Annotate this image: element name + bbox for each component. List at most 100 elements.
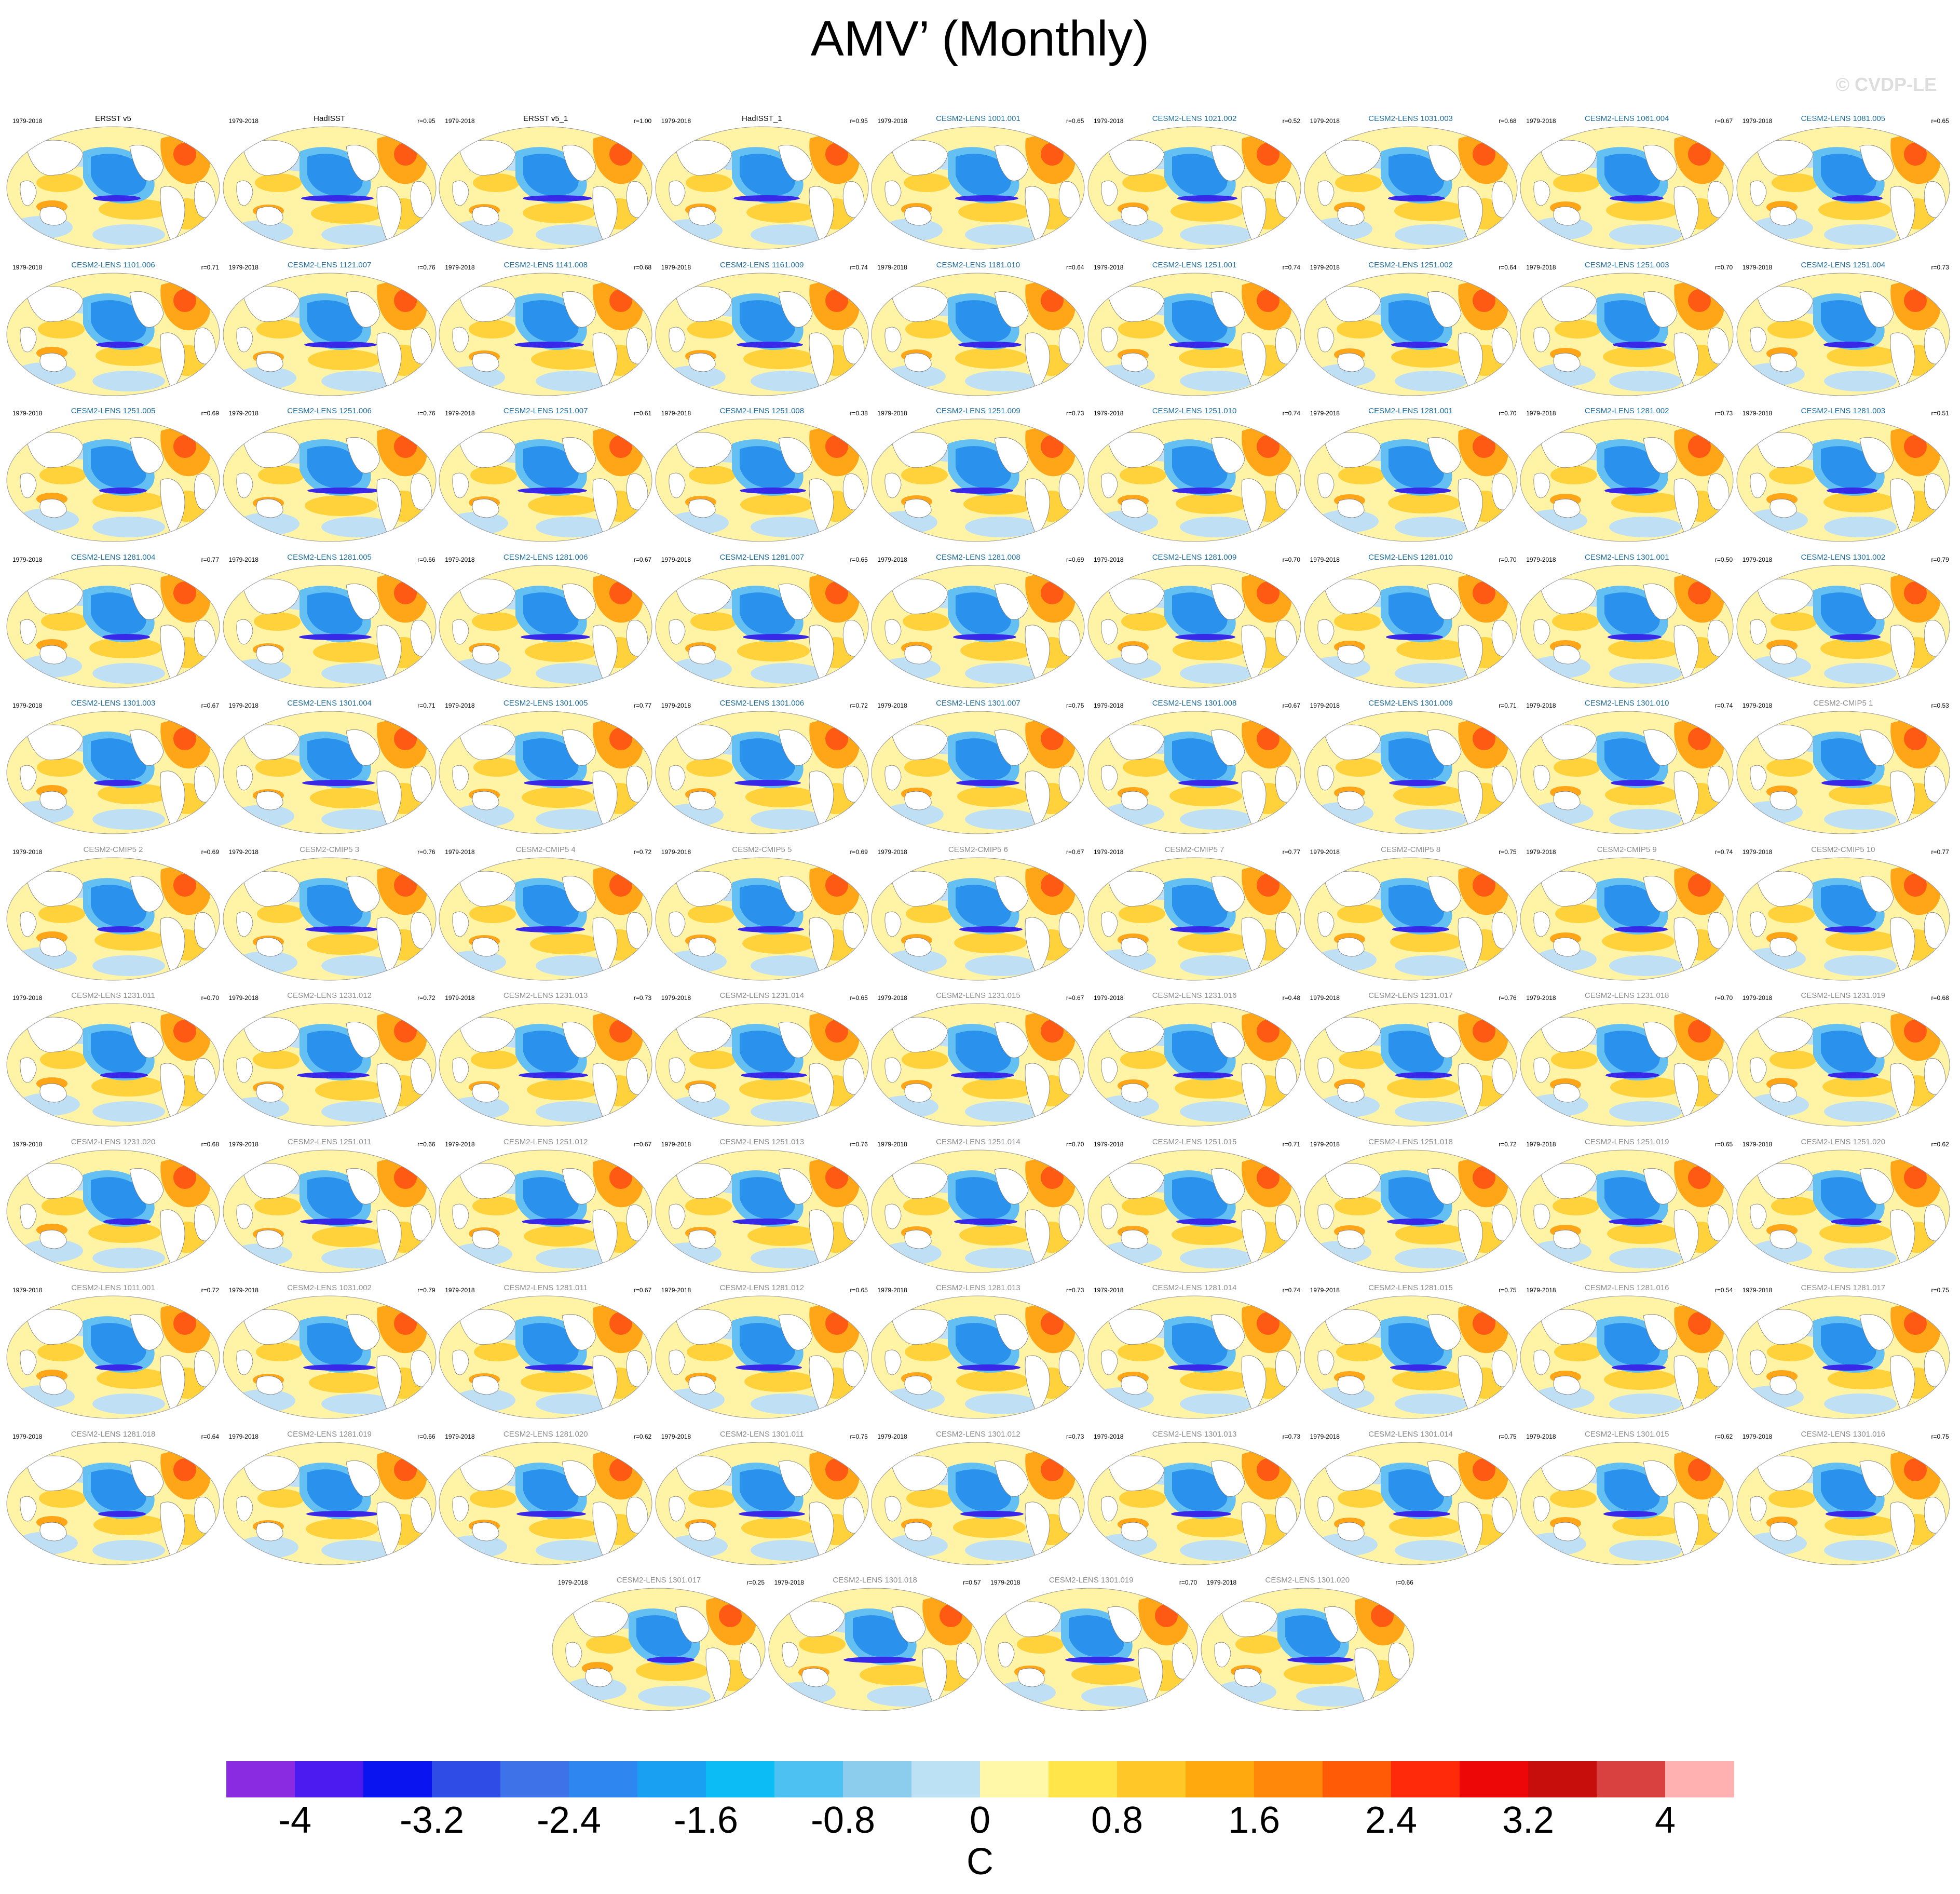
panel-period: 1979-2018	[1094, 1287, 1124, 1294]
panel-correlation: r=0.70	[1282, 556, 1300, 563]
sst-anomaly-map	[655, 126, 869, 250]
map-panel: 1979-2018 CESM2-CMIP5 10 r=0.77	[1735, 841, 1951, 981]
panel-period: 1979-2018	[1742, 1287, 1773, 1294]
sst-anomaly-map	[1304, 565, 1518, 688]
panel-period: 1979-2018	[228, 556, 258, 563]
panel-title: CESM2-LENS 1231.015	[936, 991, 1020, 1000]
sst-anomaly-map	[1520, 1295, 1734, 1419]
sst-anomaly-map	[1520, 857, 1734, 980]
panel-title: HadISST	[314, 114, 346, 123]
panel-correlation: r=0.73	[1282, 1432, 1300, 1440]
colorbar-swatch	[569, 1761, 638, 1797]
sst-anomaly-map	[655, 418, 869, 542]
panel-title: CESM2-LENS 1281.017	[1801, 1283, 1886, 1292]
panel-correlation: r=0.66	[417, 1432, 435, 1440]
sst-anomaly-map	[223, 1295, 437, 1419]
panel-period: 1979-2018	[990, 1579, 1020, 1586]
sst-anomaly-map	[6, 857, 220, 980]
panel-correlation: r=0.73	[1066, 1287, 1084, 1294]
panel-correlation: r=0.67	[1066, 994, 1084, 1002]
colorbar-swatch	[363, 1761, 432, 1797]
sst-anomaly-map	[439, 418, 652, 542]
panel-title: CESM2-LENS 1231.014	[719, 991, 805, 1000]
colorbar-swatch	[1323, 1761, 1392, 1797]
map-panel: 1979-2018 CESM2-LENS 1301.017 r=0.25	[551, 1572, 767, 1712]
panel-correlation: r=0.76	[417, 410, 435, 417]
sst-anomaly-map	[1520, 126, 1734, 250]
panel-period: 1979-2018	[1526, 702, 1556, 709]
panel-correlation: r=0.69	[850, 848, 868, 856]
map-panel: 1979-2018 CESM2-LENS 1251.004 r=0.73	[1735, 256, 1951, 397]
panel-period: 1979-2018	[228, 1287, 258, 1294]
panel-correlation: r=0.66	[417, 556, 435, 563]
map-panel: 1979-2018 CESM2-LENS 1231.016 r=0.48	[1086, 987, 1302, 1127]
panel-title: CESM2-LENS 1181.010	[936, 260, 1020, 269]
colorbar-tick-label: 0.8	[1091, 1800, 1144, 1841]
panel-correlation: r=0.54	[1714, 1287, 1733, 1294]
map-panel: 1979-2018 CESM2-LENS 1301.001 r=0.50	[1519, 549, 1735, 689]
map-panel: 1979-2018 CESM2-LENS 1231.011 r=0.70	[5, 987, 221, 1127]
sst-anomaly-map	[6, 711, 220, 834]
sst-anomaly-map	[871, 126, 1085, 250]
panel-period: 1979-2018	[445, 1140, 475, 1148]
panel-title: CESM2-LENS 1251.014	[936, 1137, 1020, 1146]
panel-correlation: r=0.67	[633, 1140, 652, 1148]
panel-title: CESM2-LENS 1281.007	[719, 552, 805, 562]
panel-period: 1979-2018	[445, 117, 475, 125]
sst-anomaly-map	[871, 711, 1085, 834]
sst-anomaly-map	[871, 857, 1085, 980]
panel-period: 1979-2018	[877, 1140, 907, 1148]
panel-period: 1979-2018	[445, 410, 475, 417]
sst-anomaly-map	[1304, 273, 1518, 396]
colorbar-swatch	[1117, 1761, 1186, 1797]
panel-title: CESM2-LENS 1251.018	[1368, 1137, 1453, 1146]
colorbar-tick-label: -2.4	[536, 1800, 602, 1841]
panel-title: CESM2-LENS 1011.001	[71, 1283, 155, 1292]
sst-anomaly-map	[768, 1588, 982, 1711]
panel-title: CESM2-LENS 1231.020	[71, 1137, 156, 1146]
sst-anomaly-map	[1736, 1295, 1950, 1419]
map-panel: 1979-2018 CESM2-LENS 1281.016 r=0.54	[1519, 1279, 1735, 1419]
map-panel: 1979-2018 CESM2-LENS 1301.019 r=0.70	[983, 1572, 1199, 1712]
panel-period: 1979-2018	[228, 702, 258, 709]
map-panel: 1979-2018 CESM2-LENS 1251.020 r=0.62	[1735, 1133, 1951, 1274]
panel-title: CESM2-LENS 1251.019	[1584, 1137, 1669, 1146]
colorbar-swatch	[226, 1761, 295, 1797]
panel-period: 1979-2018	[228, 848, 258, 856]
sst-anomaly-map	[439, 1003, 652, 1127]
panel-period: 1979-2018	[1742, 1140, 1773, 1148]
sst-anomaly-map	[871, 418, 1085, 542]
map-panel: 1979-2018 CESM2-LENS 1301.015 r=0.62	[1519, 1426, 1735, 1566]
panel-correlation: r=0.70	[1499, 410, 1517, 417]
map-panel: 1979-2018 CESM2-LENS 1301.010 r=0.74	[1519, 695, 1735, 835]
panel-correlation: r=0.74	[1282, 1287, 1300, 1294]
panel-correlation: r=0.52	[1282, 117, 1300, 125]
panel-correlation: r=0.76	[1499, 994, 1517, 1002]
panel-title: CESM2-LENS 1251.007	[503, 407, 588, 415]
map-panel: 1979-2018 CESM2-LENS 1281.019 r=0.66	[222, 1426, 438, 1566]
panel-correlation: r=0.74	[1714, 702, 1733, 709]
map-panel: 1979-2018 CESM2-LENS 1281.017 r=0.75	[1735, 1279, 1951, 1419]
sst-anomaly-map	[1520, 273, 1734, 396]
panel-period: 1979-2018	[1310, 702, 1340, 709]
map-panel: 1979-2018 CESM2-LENS 1031.002 r=0.79	[222, 1279, 438, 1419]
map-panel: 1979-2018 CESM2-LENS 1231.018 r=0.70	[1519, 987, 1735, 1127]
panel-correlation: r=0.68	[633, 263, 652, 271]
panel-title: CESM2-LENS 1281.001	[1368, 407, 1453, 415]
map-panel: 1979-2018 CESM2-LENS 1301.003 r=0.67	[5, 695, 221, 835]
panel-period: 1979-2018	[12, 263, 43, 271]
panel-period: 1979-2018	[1310, 1432, 1340, 1440]
sst-anomaly-map	[1520, 711, 1734, 834]
map-panel: 1979-2018 HadISST r=0.95	[222, 110, 438, 250]
panel-period: 1979-2018	[1742, 117, 1773, 125]
panel-title: CESM2-LENS 1301.016	[1801, 1429, 1886, 1439]
panel-correlation: r=0.38	[850, 410, 868, 417]
sst-anomaly-map	[655, 857, 869, 980]
panel-title: CESM2-LENS 1231.016	[1152, 991, 1237, 1000]
map-panel: 1979-2018 CESM2-LENS 1231.015 r=0.67	[870, 987, 1086, 1127]
panel-period: 1979-2018	[12, 410, 43, 417]
sst-anomaly-map	[439, 565, 652, 688]
panel-title: CESM2-LENS 1281.020	[503, 1429, 588, 1439]
panel-title: CESM2-CMIP5 3	[300, 845, 360, 854]
